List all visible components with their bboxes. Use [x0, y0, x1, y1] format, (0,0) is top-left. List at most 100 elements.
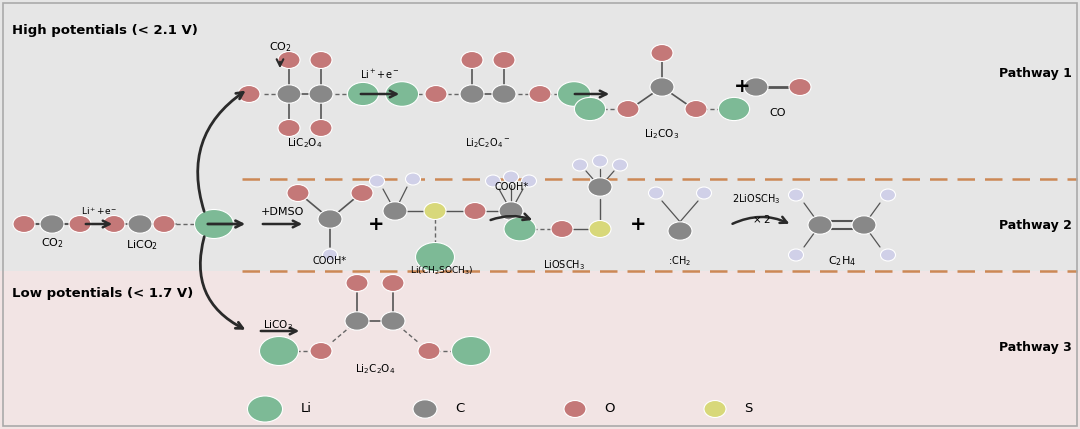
- Text: COOH*: COOH*: [495, 182, 529, 192]
- Text: O: O: [604, 402, 615, 416]
- Ellipse shape: [852, 216, 876, 234]
- Ellipse shape: [323, 249, 337, 261]
- Ellipse shape: [418, 342, 440, 360]
- Ellipse shape: [557, 82, 591, 106]
- Ellipse shape: [369, 175, 384, 187]
- Ellipse shape: [808, 216, 832, 234]
- Bar: [0, 271, 1080, 389]
- Ellipse shape: [461, 51, 483, 69]
- Ellipse shape: [575, 97, 606, 121]
- Ellipse shape: [413, 400, 437, 418]
- Text: CO: CO: [770, 108, 786, 118]
- Ellipse shape: [386, 82, 419, 106]
- Bar: [0, 389, 1080, 429]
- Ellipse shape: [499, 202, 523, 220]
- Ellipse shape: [103, 215, 125, 233]
- Bar: [0, 0, 1080, 271]
- Text: Pathway 3: Pathway 3: [999, 341, 1072, 353]
- Text: LiCO$_2$: LiCO$_2$: [126, 238, 158, 252]
- Text: +DMSO: +DMSO: [260, 207, 303, 217]
- Ellipse shape: [424, 202, 446, 220]
- Ellipse shape: [564, 401, 586, 417]
- Ellipse shape: [617, 100, 639, 118]
- Ellipse shape: [648, 187, 663, 199]
- Ellipse shape: [278, 120, 300, 136]
- Text: +: +: [630, 215, 646, 235]
- Ellipse shape: [789, 79, 811, 96]
- Text: LiC$_2$O$_4$: LiC$_2$O$_4$: [287, 136, 323, 150]
- Text: Li(CH$_2$SOCH$_3$): Li(CH$_2$SOCH$_3$): [410, 265, 474, 277]
- Ellipse shape: [348, 82, 379, 106]
- Ellipse shape: [788, 249, 804, 261]
- Ellipse shape: [318, 210, 342, 228]
- Ellipse shape: [588, 178, 612, 196]
- Ellipse shape: [880, 189, 895, 201]
- Text: +: +: [368, 214, 384, 233]
- Ellipse shape: [697, 187, 712, 199]
- Text: C$_2$H$_4$: C$_2$H$_4$: [828, 254, 856, 268]
- Ellipse shape: [451, 336, 490, 366]
- Ellipse shape: [504, 217, 536, 241]
- Ellipse shape: [612, 159, 627, 171]
- Text: Li$^+$+e$^-$: Li$^+$+e$^-$: [361, 67, 400, 81]
- Ellipse shape: [153, 215, 175, 233]
- Ellipse shape: [426, 85, 447, 103]
- Text: +: +: [733, 78, 751, 97]
- Text: Li$^+$+e$^-$: Li$^+$+e$^-$: [81, 205, 118, 217]
- Ellipse shape: [238, 85, 260, 103]
- Ellipse shape: [589, 221, 611, 238]
- Ellipse shape: [551, 221, 573, 238]
- Text: C: C: [455, 402, 464, 416]
- Text: LiOSCH$_3$: LiOSCH$_3$: [543, 258, 585, 272]
- Ellipse shape: [529, 85, 551, 103]
- Text: Li$_2$CO$_3$: Li$_2$CO$_3$: [645, 127, 679, 141]
- Ellipse shape: [287, 184, 309, 202]
- Ellipse shape: [685, 100, 707, 118]
- Ellipse shape: [382, 275, 404, 291]
- Ellipse shape: [346, 275, 368, 291]
- Ellipse shape: [522, 175, 537, 187]
- Ellipse shape: [669, 222, 692, 240]
- Ellipse shape: [460, 85, 484, 103]
- Ellipse shape: [880, 249, 895, 261]
- Ellipse shape: [718, 97, 750, 121]
- Ellipse shape: [381, 312, 405, 330]
- Ellipse shape: [503, 171, 518, 183]
- Text: Li$_2$C$_2$O$_4$: Li$_2$C$_2$O$_4$: [355, 362, 395, 376]
- Ellipse shape: [492, 85, 516, 103]
- Ellipse shape: [492, 51, 515, 69]
- Text: Li: Li: [300, 402, 311, 416]
- Ellipse shape: [310, 342, 332, 360]
- Ellipse shape: [572, 159, 588, 171]
- Ellipse shape: [259, 336, 298, 366]
- Text: 2LiOSCH$_3$: 2LiOSCH$_3$: [732, 192, 780, 206]
- Ellipse shape: [345, 312, 369, 330]
- Ellipse shape: [310, 120, 332, 136]
- Ellipse shape: [651, 45, 673, 61]
- Ellipse shape: [194, 209, 233, 239]
- Text: CO$_2$: CO$_2$: [269, 40, 292, 54]
- Ellipse shape: [486, 175, 500, 187]
- Ellipse shape: [351, 184, 373, 202]
- Ellipse shape: [744, 78, 768, 96]
- Text: High potentials (< 2.1 V): High potentials (< 2.1 V): [12, 24, 198, 37]
- Ellipse shape: [788, 189, 804, 201]
- Ellipse shape: [69, 215, 91, 233]
- Ellipse shape: [650, 78, 674, 96]
- Text: :CH$_2$: :CH$_2$: [669, 254, 691, 268]
- Ellipse shape: [383, 202, 407, 220]
- Ellipse shape: [405, 173, 420, 185]
- Text: LiCO$_2$: LiCO$_2$: [264, 318, 293, 332]
- Text: $\times$ 2: $\times$ 2: [753, 213, 772, 225]
- Text: Li$_2$C$_2$O$_4$$^-$: Li$_2$C$_2$O$_4$$^-$: [465, 136, 511, 150]
- Text: Low potentials (< 1.7 V): Low potentials (< 1.7 V): [12, 287, 193, 300]
- Text: Pathway 2: Pathway 2: [999, 218, 1072, 232]
- Ellipse shape: [276, 85, 301, 103]
- Ellipse shape: [309, 85, 333, 103]
- Text: CO$_2$: CO$_2$: [41, 236, 64, 250]
- Ellipse shape: [40, 215, 64, 233]
- Ellipse shape: [13, 215, 35, 233]
- Ellipse shape: [416, 242, 455, 272]
- Ellipse shape: [593, 155, 607, 167]
- Ellipse shape: [704, 401, 726, 417]
